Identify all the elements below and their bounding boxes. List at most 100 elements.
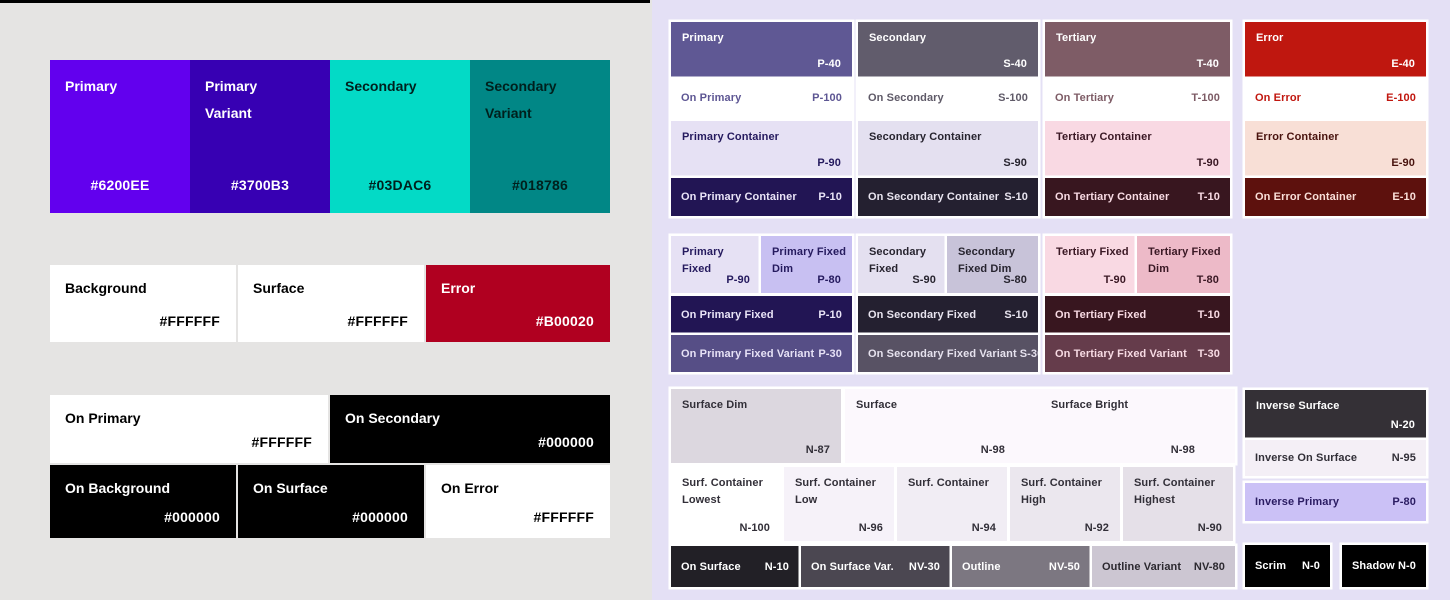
token-label: Surf. Container Low: [795, 477, 876, 507]
token-code: N-98: [1170, 444, 1195, 456]
token-label: On Error: [1255, 92, 1302, 104]
token-label: On Secondary Container: [868, 191, 1000, 203]
token-label: Outline Variant: [1102, 560, 1182, 573]
token-on-secondary-fixed-variant-30: On Secondary Fixed Variant S-30: [858, 335, 1038, 372]
token-label: On Primary Fixed: [681, 308, 774, 321]
token-surface-dim-87: Surface Dim N-87: [671, 389, 841, 463]
swatch-hex: #000000: [164, 509, 220, 525]
token-code: NV-80: [1193, 560, 1225, 573]
token-code: P-90: [817, 157, 841, 169]
swatch-on-primary: On Primary #FFFFFF: [50, 395, 328, 463]
token-label: Inverse Primary: [1255, 496, 1340, 508]
token-tertiary-fixed-90: Tertiary Fixed T-90: [1045, 236, 1137, 293]
token-on-secondary-fixed-10: On Secondary Fixed S-10: [858, 296, 1038, 333]
swatch-label: On Primary: [65, 410, 141, 426]
token-label: Secondary: [869, 32, 927, 44]
token-code: N-0: [1301, 560, 1320, 572]
token-label: Surf. Container High: [1021, 477, 1102, 507]
token-on-tertiary-100: On Tertiary T-100: [1045, 79, 1230, 117]
token-secondary-fixed-90: Secondary Fixed S-90: [858, 236, 947, 293]
token-label: Surf. Container Lowest: [682, 477, 763, 507]
token-code: T-90: [1196, 157, 1219, 169]
token-code: S-10: [1004, 191, 1028, 203]
token-label: Secondary Fixed: [869, 246, 927, 276]
token-code: P-80: [1392, 496, 1416, 508]
token-code: T-10: [1197, 308, 1220, 321]
swatch-background: Background #FFFFFF: [50, 265, 236, 342]
token-label: Inverse On Surface: [1255, 452, 1358, 464]
token-label: On Secondary: [868, 92, 944, 104]
token-secondary-fixed-dim-80: Secondary Fixed Dim S-80: [947, 236, 1038, 293]
swatch-label: Secondary: [345, 78, 417, 94]
token-label: Tertiary Fixed: [1056, 246, 1129, 258]
token-label: On Secondary Fixed Variant: [868, 347, 1017, 360]
swatch-hex: #03DAC6: [368, 177, 432, 193]
token-label: On Secondary Fixed: [868, 308, 977, 321]
swatch-label: Secondary Variant: [485, 78, 557, 121]
token-on-error-100: On Error E-100: [1245, 79, 1426, 117]
token-surface-container-low-96: Surf. Container Low N-96: [784, 467, 894, 541]
token-label: Surf. Container Highest: [1134, 477, 1215, 507]
token-label: Tertiary Container: [1056, 131, 1152, 143]
token-inverse-on-surface-95: Inverse On Surface N-95: [1245, 440, 1426, 476]
token-on-tertiary-container-10: On Tertiary Container T-10: [1045, 178, 1230, 216]
token-surface-region: Surface N-98 Surface Bright N-98: [845, 389, 1235, 463]
token-label: Primary Fixed Dim: [772, 246, 847, 276]
swatch-hex: #000000: [352, 509, 408, 525]
token-code: NV-30: [908, 560, 940, 573]
token-label: On Tertiary Container: [1055, 191, 1170, 203]
token-primary-40: Primary P-40: [671, 22, 852, 77]
swatch-on-background: On Background #000000: [50, 465, 236, 538]
token-surface-bright-98: Surface Bright N-98: [1040, 389, 1235, 463]
swatch-primary: Primary #6200EE: [50, 60, 190, 213]
token-code: N-0: [1397, 560, 1416, 572]
token-code: N-87: [805, 444, 830, 456]
token-code: N-98: [980, 444, 1005, 456]
token-tertiary-40: Tertiary T-40: [1045, 22, 1230, 77]
swatch-label: On Error: [441, 480, 499, 496]
token-label: Error Container: [1256, 131, 1339, 143]
token-label: Error: [1256, 32, 1284, 44]
token-code: P-10: [818, 191, 842, 203]
token-label: On Surface Var.: [811, 560, 894, 573]
token-surface-98: Surface N-98: [845, 389, 1040, 463]
token-label: On Tertiary Fixed Variant: [1055, 347, 1187, 360]
token-code: S-30: [1019, 347, 1038, 360]
swatch-primary-variant: Primary Variant #3700B3: [190, 60, 330, 213]
swatch-label: Error: [441, 280, 476, 296]
token-error-40: Error E-40: [1245, 22, 1426, 77]
token-label: On Error Container: [1255, 191, 1357, 203]
swatch-secondary-variant: Secondary Variant #018786: [470, 60, 610, 213]
token-inverse-surface-20: Inverse Surface N-20: [1245, 390, 1426, 438]
token-code: N-94: [971, 522, 996, 534]
swatch-label: On Surface: [253, 480, 328, 496]
token-code: S-40: [1003, 58, 1027, 70]
token-error-container-90: Error Container E-90: [1245, 121, 1426, 176]
token-code: S-90: [912, 274, 936, 286]
swatch-hex: #FFFFFF: [251, 434, 312, 450]
token-code: E-90: [1391, 157, 1415, 169]
token-label: Outline: [962, 560, 1001, 573]
token-code: T-30: [1197, 347, 1220, 360]
swatch-on-secondary: On Secondary #000000: [330, 395, 610, 463]
token-code: N-95: [1391, 452, 1416, 464]
swatch-hex: #FFFFFF: [159, 313, 220, 329]
swatch-hex: #6200EE: [90, 177, 150, 193]
token-code: P-10: [818, 308, 842, 321]
token-on-error-container-10: On Error Container E-10: [1245, 178, 1426, 216]
token-code: S-80: [1003, 274, 1027, 286]
token-code: P-30: [818, 347, 842, 360]
swatch-label: On Background: [65, 480, 171, 496]
token-code: P-100: [812, 92, 842, 104]
token-label: Surface Bright: [1051, 399, 1129, 411]
token-tertiary-container-90: Tertiary Container T-90: [1045, 121, 1230, 176]
token-label: Primary Container: [682, 131, 780, 143]
token-code: P-40: [817, 58, 841, 70]
swatch-hex: #B00020: [535, 313, 594, 329]
token-tertiary-fixed-dim-80: Tertiary Fixed Dim T-80: [1137, 236, 1230, 293]
swatch-on-error: On Error #FFFFFF: [426, 465, 610, 538]
token-label: On Surface: [681, 560, 741, 573]
token-secondary-container-90: Secondary Container S-90: [858, 121, 1038, 176]
swatch-error: Error #B00020: [426, 265, 610, 342]
token-label: Primary: [682, 32, 724, 44]
